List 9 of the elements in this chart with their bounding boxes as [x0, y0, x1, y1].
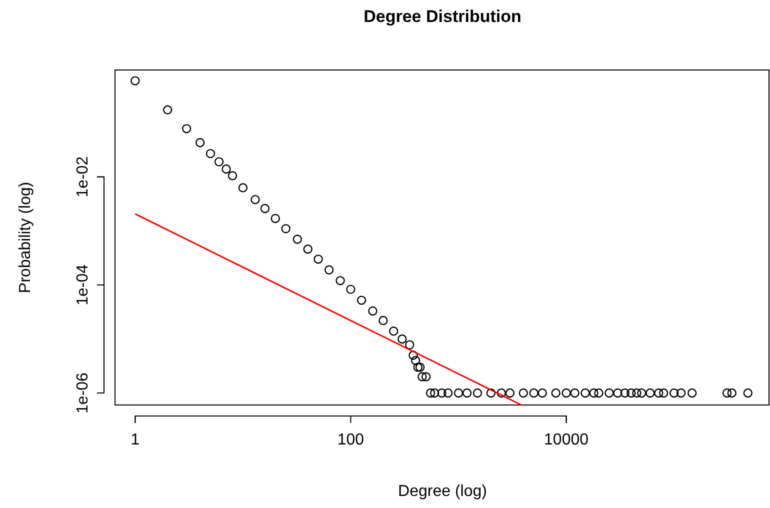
chart-title: Degree Distribution [364, 7, 522, 26]
x-tick-label: 10000 [544, 431, 589, 448]
y-tick-label: 1e-06 [74, 372, 92, 414]
x-axis-title: Degree (log) [398, 483, 487, 500]
y-axis-title: Probability (log) [17, 182, 34, 294]
y-tick-label: 1e-02 [74, 156, 92, 198]
x-tick-label: 100 [337, 431, 364, 448]
y-tick-label: 1e-04 [74, 264, 92, 306]
x-tick-label: 1 [130, 431, 140, 448]
